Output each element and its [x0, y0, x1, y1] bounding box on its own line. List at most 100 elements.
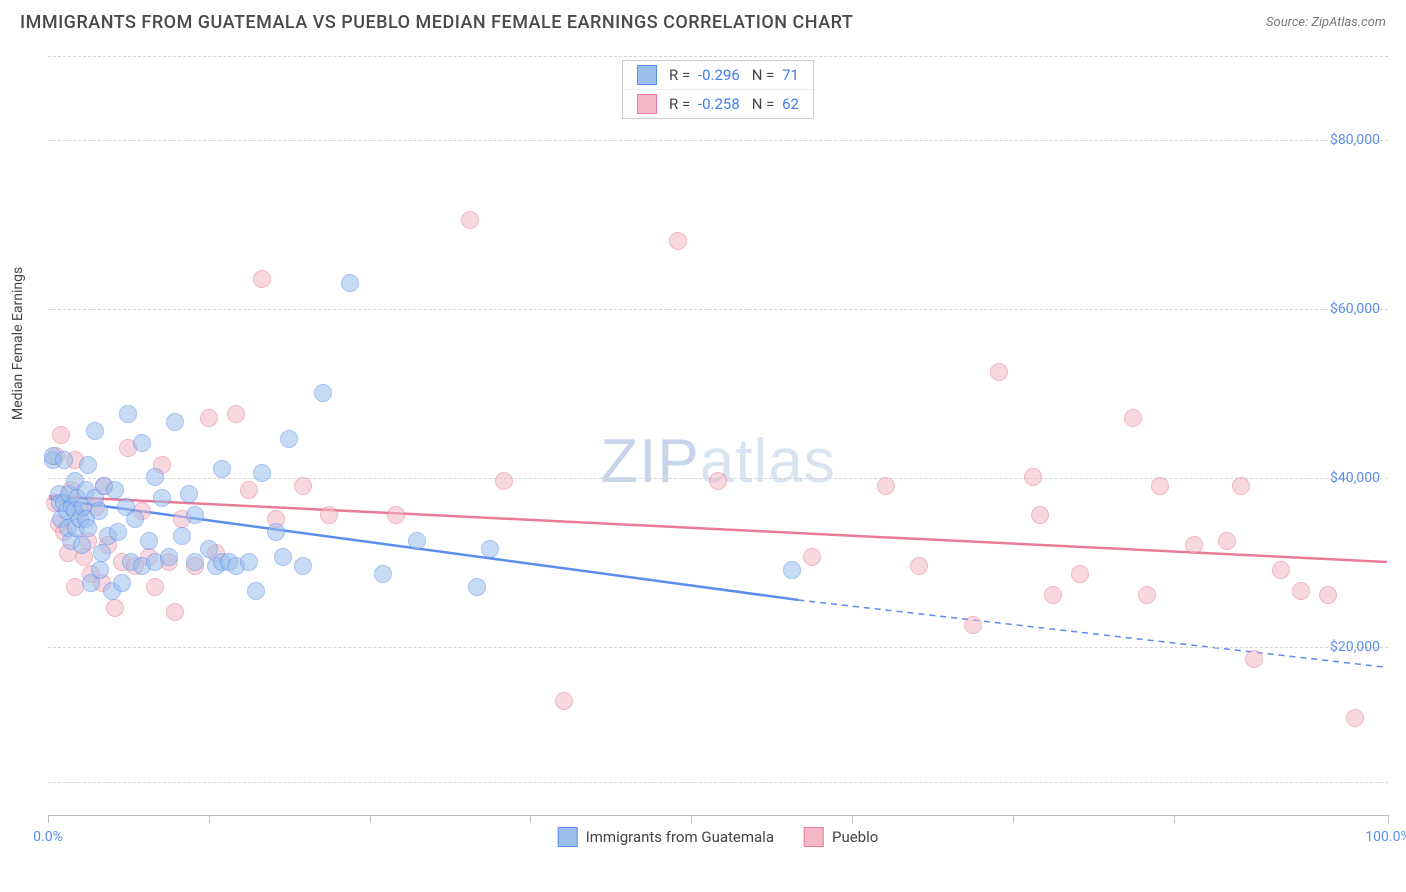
data-point: [240, 553, 258, 571]
data-point: [783, 561, 801, 579]
data-point: [669, 232, 687, 250]
data-point: [1124, 409, 1142, 427]
data-point: [253, 270, 271, 288]
data-point: [1218, 532, 1236, 550]
data-point: [86, 422, 104, 440]
x-tick-mark: [1174, 815, 1175, 823]
data-point: [990, 363, 1008, 381]
data-point: [240, 481, 258, 499]
data-point: [294, 557, 312, 575]
x-tick-mark: [209, 815, 210, 823]
legend-item: Pueblo: [804, 827, 878, 847]
data-point: [1245, 650, 1263, 668]
y-tick-label: $80,000: [1330, 132, 1380, 148]
x-tick-mark: [691, 815, 692, 823]
data-point: [709, 472, 727, 490]
legend-label: Pueblo: [832, 828, 878, 846]
data-point: [910, 557, 928, 575]
data-point: [1346, 709, 1364, 727]
data-point: [964, 616, 982, 634]
legend-item: Immigrants from Guatemala: [558, 827, 774, 847]
data-point: [341, 274, 359, 292]
trend-lines: [48, 56, 1388, 815]
stat-n-label: N = 71: [752, 66, 799, 84]
data-point: [1185, 536, 1203, 554]
data-point: [495, 472, 513, 490]
data-point: [52, 426, 70, 444]
y-axis-label: Median Female Earnings: [10, 267, 26, 420]
data-point: [461, 211, 479, 229]
scatter-chart: ZIPatlas R = -0.296N = 71R = -0.258N = 6…: [48, 56, 1388, 816]
data-point: [374, 565, 392, 583]
data-point: [79, 519, 97, 537]
data-point: [267, 523, 285, 541]
stat-r-label: R = -0.296: [669, 66, 740, 84]
x-tick-mark: [1013, 815, 1014, 823]
data-point: [133, 434, 151, 452]
data-point: [247, 582, 265, 600]
data-point: [877, 477, 895, 495]
data-point: [109, 523, 127, 541]
legend-swatch: [804, 827, 824, 847]
data-point: [280, 430, 298, 448]
source-label: Source: ZipAtlas.com: [1266, 15, 1386, 30]
data-point: [1044, 586, 1062, 604]
chart-header: IMMIGRANTS FROM GUATEMALA VS PUEBLO MEDI…: [0, 0, 1406, 41]
data-point: [160, 548, 178, 566]
data-point: [146, 578, 164, 596]
stats-row: R = -0.258 N = 62: [623, 89, 813, 118]
stats-row: R = -0.296 N = 71: [623, 61, 813, 89]
data-point: [73, 536, 91, 554]
stats-legend: R = -0.296 N = 71 R = -0.258 N = 62: [622, 60, 814, 119]
x-tick-mark: [370, 815, 371, 823]
legend-swatch: [637, 65, 657, 85]
data-point: [180, 485, 198, 503]
stat-r-label: R = -0.258: [669, 95, 740, 113]
data-point: [186, 506, 204, 524]
series-legend: Immigrants from Guatemala Pueblo: [558, 827, 879, 847]
gridline: [48, 309, 1388, 310]
data-point: [166, 603, 184, 621]
data-point: [1292, 582, 1310, 600]
data-point: [468, 578, 486, 596]
data-point: [106, 481, 124, 499]
data-point: [79, 456, 97, 474]
data-point: [294, 477, 312, 495]
x-tick-label: 0.0%: [33, 829, 63, 845]
stat-n-label: N = 62: [752, 95, 799, 113]
data-point: [1031, 506, 1049, 524]
data-point: [408, 532, 426, 550]
x-tick-mark: [852, 815, 853, 823]
x-tick-mark: [1388, 815, 1389, 823]
data-point: [119, 405, 137, 423]
data-point: [1319, 586, 1337, 604]
gridline: [48, 140, 1388, 141]
data-point: [200, 409, 218, 427]
data-point: [274, 548, 292, 566]
data-point: [481, 540, 499, 558]
data-point: [227, 405, 245, 423]
data-point: [106, 599, 124, 617]
data-point: [1272, 561, 1290, 579]
data-point: [153, 489, 171, 507]
data-point: [126, 510, 144, 528]
data-point: [1071, 565, 1089, 583]
data-point: [1232, 477, 1250, 495]
gridline: [48, 782, 1388, 783]
x-tick-label: 100.0%: [1365, 829, 1406, 845]
y-tick-label: $20,000: [1330, 639, 1380, 655]
x-tick-mark: [530, 815, 531, 823]
data-point: [213, 460, 231, 478]
data-point: [555, 692, 573, 710]
x-tick-mark: [48, 815, 49, 823]
gridline: [48, 56, 1388, 57]
data-point: [166, 413, 184, 431]
data-point: [146, 468, 164, 486]
data-point: [90, 502, 108, 520]
data-point: [1024, 468, 1042, 486]
legend-swatch: [637, 94, 657, 114]
data-point: [113, 574, 131, 592]
data-point: [387, 506, 405, 524]
data-point: [320, 506, 338, 524]
legend-label: Immigrants from Guatemala: [586, 828, 774, 846]
